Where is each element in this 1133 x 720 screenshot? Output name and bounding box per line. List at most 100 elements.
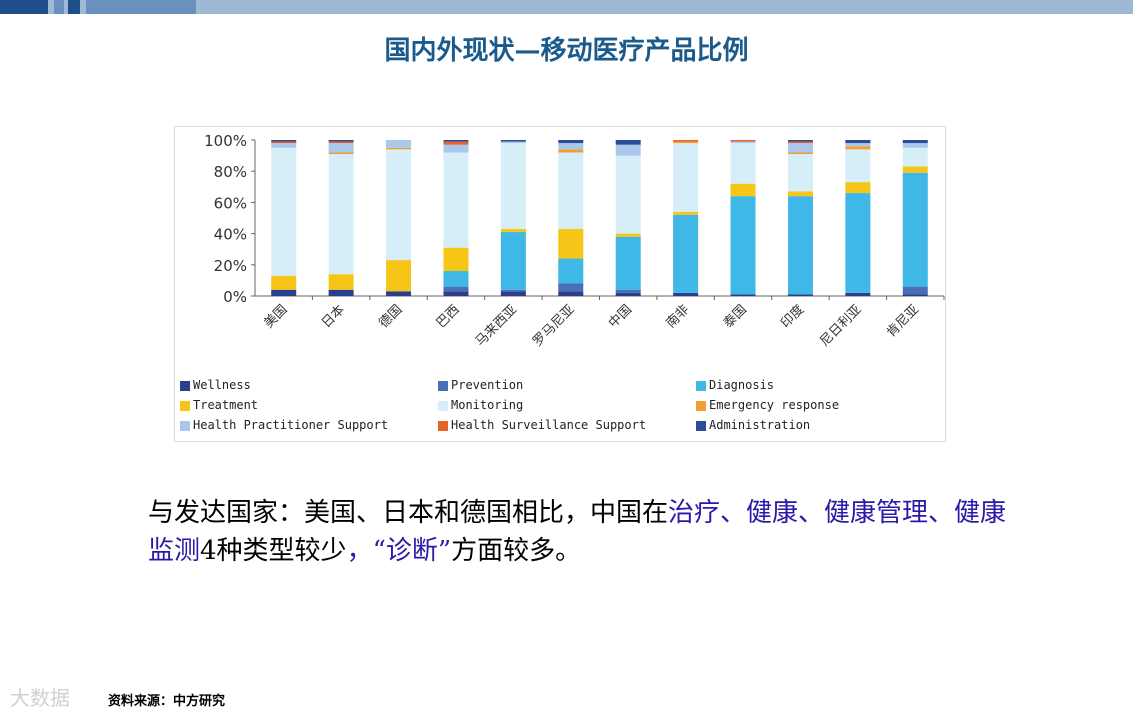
bar-segment-diagnosis [615,236,641,290]
bar-segment-treatment [615,233,641,237]
x-tick-label: 巴西 [434,302,463,331]
legend-item: Diagnosis [696,378,774,392]
bar-segment-health-practitioner-support [787,143,813,153]
bar-segment-health-surveillance-support [787,141,813,144]
y-tick-label: 80% [214,163,247,181]
caption-highlight: ，“诊断” [346,536,452,566]
bar-segment-administration [558,140,584,144]
x-tick-label: 德国 [376,302,405,331]
caption-part: 方面较多。 [451,536,582,566]
legend-item: Health Practitioner Support [180,418,388,432]
legend-label: Diagnosis [709,378,775,392]
bar-segment-prevention [443,286,469,292]
legend-swatch [180,420,190,431]
bar-segment-prevention [500,289,526,292]
bar-segment-health-practitioner-support [386,140,412,148]
bar-segment-treatment [386,260,412,292]
bar-segment-treatment [271,275,297,290]
y-tick-label: 40% [214,226,247,244]
legend-swatch [438,420,448,431]
bar-segment-health-practitioner-support [902,143,928,148]
bar-segment-wellness [443,291,469,296]
bar-segment-wellness [845,292,871,296]
bar-segment-treatment [500,228,526,233]
bar-segment-monitoring [673,143,699,212]
bar-segment-monitoring [386,149,412,261]
x-tick-label: 泰国 [721,302,750,331]
bar-segment-prevention [558,283,584,292]
bar-segment-health-practitioner-support [845,143,871,147]
bar-segment-emergency-response [673,141,699,144]
caption-part: 4种类型较少 [200,536,347,566]
legend-label: Treatment [193,398,259,412]
x-tick-label: 尼日利亚 [817,302,864,349]
bar-segment-emergency-response [558,149,584,153]
bar-segment-treatment [845,182,871,194]
bar-segment-monitoring [271,147,297,276]
bar-segment-monitoring [500,143,526,229]
legend-item: Health Surveillance Support [438,418,646,432]
legend-swatch [438,380,448,391]
bar-segment-health-surveillance-support [673,140,699,142]
bar-segment-health-surveillance-support [271,141,297,144]
x-tick-label: 肯尼亚 [884,302,922,340]
bar-segment-wellness [386,291,412,296]
caption-part: 与发达国家：美国、日本和德国相比，中国在 [148,498,669,528]
bar-segment-emergency-response [845,146,871,150]
bar-segment-diagnosis [902,172,928,287]
x-tick-label: 印度 [778,302,808,332]
bar-segment-monitoring [328,154,354,275]
bar-segment-monitoring [902,147,928,167]
legend-swatch [696,380,706,391]
legend-label: Health Surveillance Support [451,418,647,432]
banner-block [0,0,48,14]
bar-segment-emergency-response [386,147,412,150]
bar-segment-prevention [902,286,928,295]
legend-item: Wellness [180,378,251,392]
banner-block [86,0,196,14]
bar-segment-administration [615,140,641,145]
bar-segment-administration [443,140,469,142]
watermark-logo: 大数据 [10,686,70,710]
bar-segment-monitoring [787,154,813,192]
bar-segment-health-practitioner-support [443,144,469,153]
bar-segment-emergency-response [787,152,813,155]
bar-segment-administration [787,140,813,142]
bar-segment-administration [328,140,354,142]
legend-swatch [180,400,190,411]
bar-segment-wellness [730,294,756,296]
bar-segment-diagnosis [558,258,584,284]
y-tick-label: 20% [214,257,247,275]
bar-segment-administration [271,140,297,142]
bar-segment-health-surveillance-support [328,141,354,144]
bar-segment-health-practitioner-support [500,141,526,144]
bar-segment-administration [845,140,871,144]
bar-segment-monitoring [615,155,641,234]
bar-segment-wellness [902,294,928,296]
bar-segment-health-practitioner-support [558,143,584,150]
caption-highlight: 治疗、健康、健康管理、健康监测 [148,498,1007,566]
legend-swatch [438,400,448,411]
bar-segment-health-surveillance-support [443,141,469,145]
banner-block [54,0,64,14]
bar-segment-wellness [500,291,526,296]
page-title: 国内外现状—移动医疗产品比例 [384,36,749,66]
legend-label: Wellness [193,378,251,392]
legend-item: Emergency response [696,398,839,412]
bar-segment-wellness [615,292,641,296]
summary-text: 与发达国家：美国、日本和德国相比，中国在治疗、健康、健康管理、健康监测4种类型较… [148,494,1018,570]
bar-segment-diagnosis [787,196,813,295]
legend-item: Monitoring [438,398,523,412]
bar-segment-treatment [730,183,756,197]
legend-swatch [696,420,706,431]
legend-label: Administration [709,418,811,432]
bar-segment-diagnosis [730,196,756,295]
bar-segment-health-practitioner-support [615,144,641,156]
top-banner [0,0,1133,14]
source-note: 资料来源：中方研究 [108,694,226,709]
y-tick-label: 100% [204,132,247,150]
bar-segment-treatment [787,191,813,197]
bar-segment-wellness [558,291,584,296]
x-tick-label: 南非 [663,302,693,332]
chart-legend: Wellness Prevention Diagnosis Treatment Moni… [180,378,940,438]
